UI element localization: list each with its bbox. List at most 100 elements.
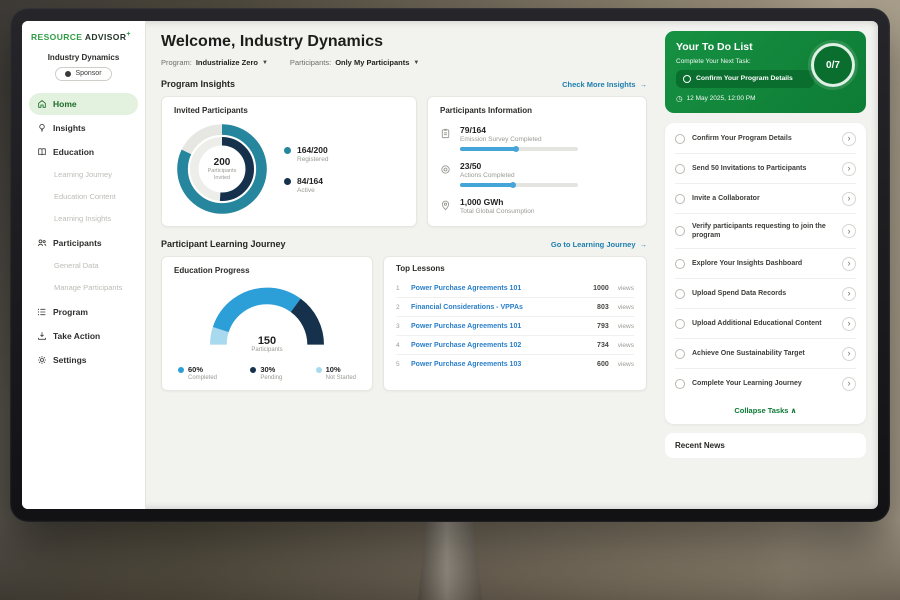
logo-plus: + [126,31,131,38]
arrow-right-icon: → [639,239,648,249]
lesson-row[interactable]: 3 Power Purchase Agreements 101 793 view… [396,317,634,336]
participants-filter-label: Participants: [289,58,332,67]
task-row[interactable]: Upload Spend Data Records › [675,279,856,310]
due-date-row: ◷ 12 May 2025, 12:00 PM [676,94,855,103]
todo-panel: Your To Do List Complete Your Next Task:… [662,21,878,509]
participants-filter-dropdown[interactable]: Participants: Only My Participants ▼ [290,58,419,67]
task-label: Explore Your Insights Dashboard [692,259,803,267]
learning-cards-row: Education Progress 150 Participants [161,256,647,391]
lesson-link[interactable]: Financial Considerations - VPPAs [411,303,523,311]
todo-subtitle: Complete Your Next Task: [676,58,751,65]
legend-label: Registered [297,155,329,163]
legend-label: Active [297,186,315,194]
sidebar-item-participants[interactable]: Participants [29,232,138,254]
participants-filter-value: Only My Participants [335,58,410,67]
chevron-right-icon[interactable]: › [842,131,856,146]
sidebar-item-learning-insights[interactable]: Learning Insights [54,213,112,223]
lesson-row[interactable]: 5 Power Purchase Agreements 103 600 view… [396,355,634,373]
legend-item-not-started: 10% Not Started [315,365,356,381]
clipboard-icon [440,125,452,151]
todo-summary-card: Your To Do List Complete Your Next Task:… [665,31,866,114]
chevron-right-icon[interactable]: › [842,161,856,176]
task-checkbox[interactable] [675,133,685,144]
sidebar-item-take-action[interactable]: Take Action [29,325,138,347]
go-to-learning-journey-link[interactable]: Go to Learning Journey → [551,240,647,249]
sidebar-item-education-content[interactable]: Education Content [54,191,116,201]
sidebar-item-home[interactable]: Home [29,92,138,115]
stat-label: Total Global Consumption [460,208,535,215]
task-row[interactable]: Send 50 Invitations to Participants › [675,154,856,185]
legend-item-active: 84/164 Active [284,176,328,194]
chevron-right-icon[interactable]: › [842,346,856,361]
sidebar-item-program[interactable]: Program [29,301,138,323]
filter-bar: Program: Industrialize Zero ▼ Participan… [161,58,647,67]
sidebar-item-learning-journey[interactable]: Learning Journey [54,169,112,179]
book-icon [36,147,47,157]
task-row[interactable]: Invite a Collaborator › [675,184,856,215]
lessons-card-title: Top Lessons [396,264,445,273]
navy-dot-icon [250,366,257,373]
lesson-rank: 5 [396,360,400,368]
task-checkbox[interactable] [675,226,685,237]
task-row[interactable]: Complete Your Learning Journey › [675,369,856,398]
task-row[interactable]: Explore Your Insights Dashboard › [675,249,856,280]
lesson-rank: 4 [396,341,400,349]
stat-label: Actions Completed [460,172,515,179]
org-name: Industry Dynamics [47,52,120,62]
lesson-link[interactable]: Power Purchase Agreements 103 [411,360,522,368]
link-label: Go to Learning Journey [550,239,636,249]
sidebar-item-manage-participants[interactable]: Manage Participants [54,282,123,292]
task-checkbox[interactable] [675,288,685,299]
lesson-link[interactable]: Power Purchase Agreements 101 [411,284,522,292]
recent-news-header[interactable]: Recent News [665,433,866,459]
monitor-bezel: RESOURCE ADVISOR+ Industry Dynamics Spon… [10,8,890,522]
logo-primary: RESOURCE [31,31,83,42]
task-row[interactable]: Confirm Your Program Details › [675,124,856,155]
chevron-right-icon[interactable]: › [842,191,856,206]
lesson-link[interactable]: Power Purchase Agreements 101 [411,322,522,330]
task-label: Invite a Collaborator [692,194,760,202]
lesson-views-count: 734 [597,341,609,349]
app-logo: RESOURCE ADVISOR+ [29,31,138,42]
lesson-row[interactable]: 1 Power Purchase Agreements 101 1000 vie… [396,279,634,298]
task-checkbox[interactable] [675,163,685,174]
legend-item-completed: 60% Completed [178,365,217,381]
lesson-row[interactable]: 2 Financial Considerations - VPPAs 803 v… [396,298,634,317]
chevron-right-icon[interactable]: › [842,316,856,331]
link-label: Check More Insights [562,79,636,89]
lesson-views-count: 1000 [593,284,609,292]
chevron-right-icon[interactable]: › [842,286,856,301]
learning-journey-header: Participant Learning Journey Go to Learn… [161,239,647,249]
sidebar-item-general-data[interactable]: General Data [54,260,99,270]
lesson-row[interactable]: 4 Power Purchase Agreements 102 734 view… [396,336,634,355]
check-more-insights-link[interactable]: Check More Insights → [562,80,647,89]
program-filter-dropdown[interactable]: Program: Industrialize Zero ▼ [161,58,268,67]
todo-title: Your To Do List [676,41,753,53]
navy-dot-icon [284,177,291,185]
task-checkbox[interactable] [675,258,685,269]
next-task-chip[interactable]: Confirm Your Program Details [676,70,814,89]
task-label: Confirm Your Program Details [692,134,792,142]
lesson-views-unit: views [617,360,634,368]
task-row[interactable]: Verify participants requesting to join t… [675,214,856,250]
lightbulb-icon [36,123,47,133]
task-checkbox[interactable] [675,348,685,359]
chevron-right-icon[interactable]: › [842,256,856,271]
chevron-right-icon[interactable]: › [842,224,856,239]
task-checkbox[interactable] [675,318,685,329]
sidebar-item-settings[interactable]: Settings [29,349,138,371]
chevron-right-icon[interactable]: › [842,376,856,391]
collapse-tasks-button[interactable]: Collapse Tasks ∧ [675,398,856,422]
lesson-link[interactable]: Power Purchase Agreements 102 [411,341,522,349]
task-row[interactable]: Achieve One Sustainability Target › [675,339,856,370]
task-row[interactable]: Upload Additional Educational Content › [675,309,856,340]
task-checkbox[interactable] [675,378,685,389]
sidebar-item-education[interactable]: Education [29,141,138,163]
monitor-stand [418,520,482,600]
stat-value: 23/50 [460,161,482,171]
task-checkbox[interactable] [675,193,685,204]
sidebar-item-insights[interactable]: Insights [29,117,138,139]
list-icon [36,307,47,317]
lesson-views-unit: views [617,303,634,311]
emission-progress-bar [460,147,578,151]
